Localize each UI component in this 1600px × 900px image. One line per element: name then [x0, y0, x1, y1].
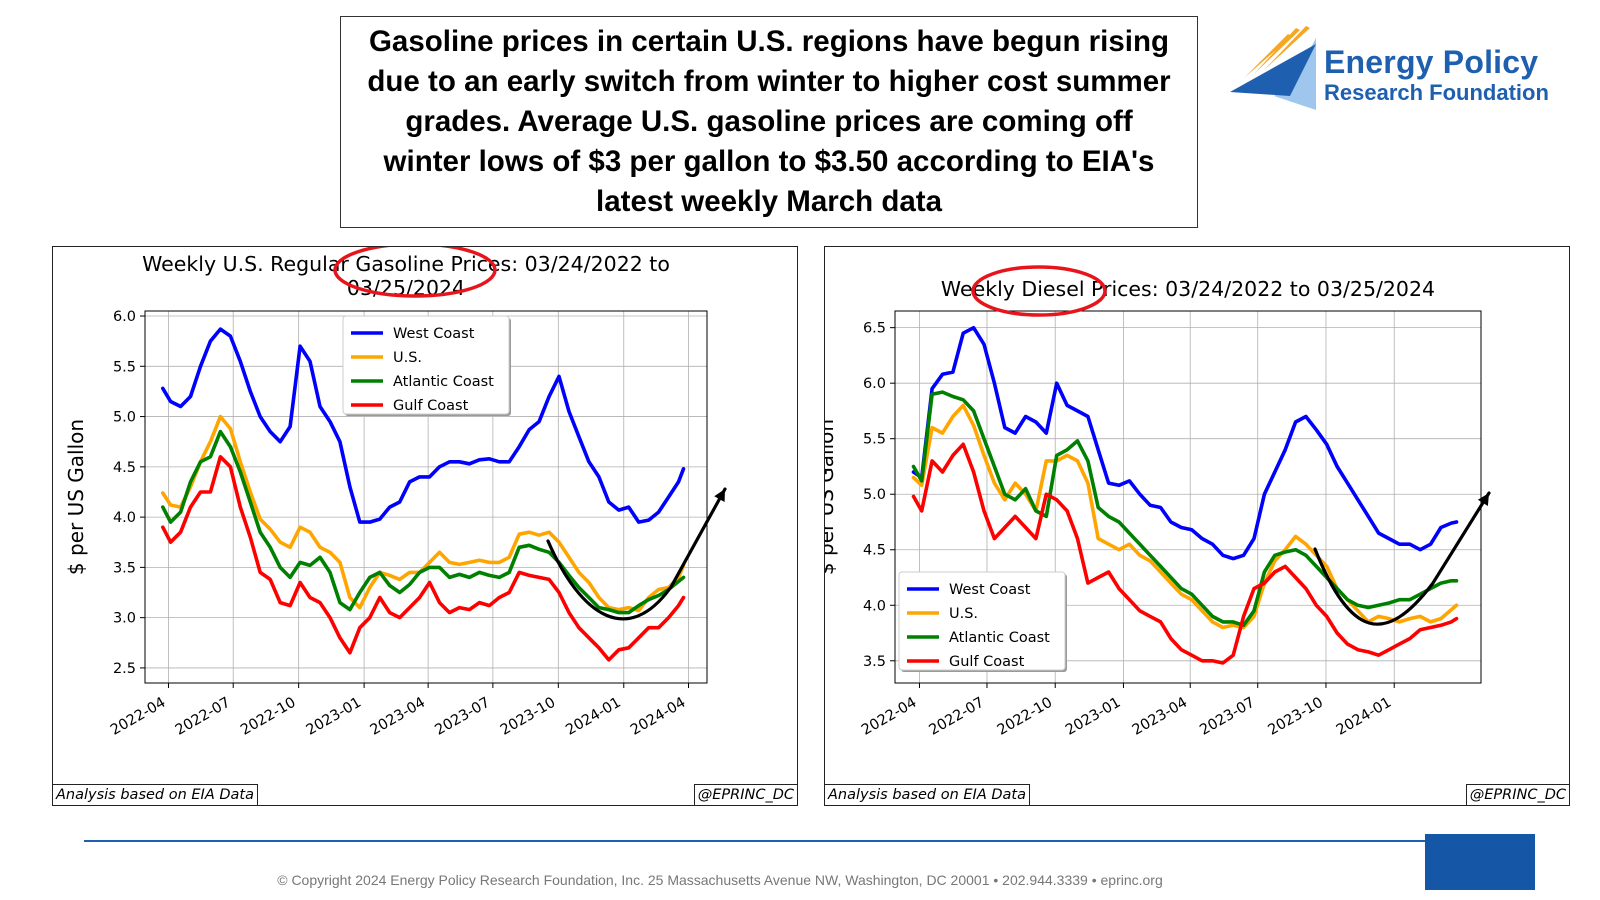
chart-title: Weekly U.S. Regular Gasoline Prices: 03/…	[142, 252, 670, 276]
source-note: Analysis based on EIA Data	[825, 784, 1030, 805]
trend-arrow	[1313, 491, 1491, 626]
headline-text: Gasoline prices in certain U.S. regions …	[367, 25, 1171, 218]
legend-label: Gulf Coast	[949, 654, 1025, 670]
y-tick-label: 3.5	[863, 654, 886, 670]
highlight-ellipse	[971, 265, 1107, 317]
y-tick-label: 5.0	[113, 410, 136, 426]
chart-title: Weekly Diesel Prices: 03/24/2022 to 03/2…	[941, 277, 1435, 301]
y-tick-label: 5.5	[113, 359, 136, 375]
series-line-west-coast	[161, 327, 686, 524]
x-tick-label: 2023-04	[368, 695, 428, 739]
x-tick-label: 2023-07	[1197, 695, 1257, 739]
y-tick-label: 6.5	[863, 321, 886, 337]
x-tick-label: 2022-04	[108, 695, 168, 739]
series-line-u-s-	[911, 403, 1459, 630]
y-axis-label: $ per US Gallon	[64, 419, 88, 575]
series-line-gulf-coast	[161, 455, 686, 662]
logo-line2: Research Foundation	[1324, 80, 1549, 105]
series-line-u-s-	[161, 414, 686, 613]
legend-box	[342, 315, 510, 415]
legend: West Coast U.S. Atlantic Coast Gulf Coast	[342, 315, 511, 416]
y-tick-label: 2.5	[113, 661, 136, 677]
y-tick-label: 5.0	[863, 487, 886, 503]
y-tick-label: 4.0	[863, 598, 886, 614]
x-tick-label: 2023-04	[1130, 695, 1190, 739]
headline-box: Gasoline prices in certain U.S. regions …	[340, 16, 1198, 228]
x-tick-label: 2024-01	[1334, 695, 1394, 739]
plot-frame	[894, 310, 1482, 684]
trend-curve	[1313, 491, 1491, 626]
handle-note: @EPRINC_DC	[1465, 784, 1569, 805]
footer-brand-box	[1425, 834, 1535, 890]
y-tick-label: 6.0	[113, 309, 136, 325]
legend-label: West Coast	[949, 582, 1031, 598]
series-line-west-coast	[911, 325, 1459, 561]
y-tick-label: 5.5	[863, 432, 886, 448]
x-tick-label: 2022-07	[173, 695, 233, 739]
grid	[145, 311, 707, 683]
y-tick-label: 3.5	[113, 560, 136, 576]
highlight-ellipse	[333, 247, 497, 298]
legend-label: Gulf Coast	[393, 398, 469, 414]
series-line-atlantic-coast	[911, 390, 1459, 628]
legend-box	[898, 571, 1066, 671]
legend-label: West Coast	[393, 326, 475, 342]
logo-mark-icon	[1230, 26, 1316, 110]
x-tick-label: 2024-01	[563, 695, 623, 739]
y-axis-label: $ per US Gallon	[825, 419, 838, 575]
trend-arrow	[546, 487, 727, 621]
footer-rule	[84, 840, 1432, 842]
y-tick-label: 4.5	[113, 460, 136, 476]
gasoline-chart-panel: 2.5 3.0 3.5 4.0 4.5 5.0 5.5 6.0 2022-04 2022-07 20…	[52, 246, 798, 806]
diesel-chart: 3.5 4.0 4.5 5.0 5.5 6.0 6.5 2022-04 2022-07 2022-…	[825, 265, 1491, 739]
x-tick-label: 2023-10	[498, 695, 558, 739]
legend-label: Atlantic Coast	[949, 630, 1050, 646]
y-tick-label: 6.0	[863, 376, 886, 392]
y-tick-label: 4.5	[863, 543, 886, 559]
x-tick-label: 2022-07	[927, 695, 987, 739]
legend-label: U.S.	[393, 350, 422, 366]
footer-copyright: © Copyright 2024 Energy Policy Research …	[277, 872, 1163, 888]
series-line-gulf-coast	[911, 442, 1459, 665]
handle-note: @EPRINC_DC	[693, 784, 797, 805]
x-tick-label: 2023-01	[304, 695, 364, 739]
trend-curve	[546, 487, 727, 621]
x-tick-label: 2023-10	[1265, 695, 1325, 739]
x-tick-label: 2022-10	[238, 695, 298, 739]
legend: West Coast U.S. Atlantic Coast Gulf Coast	[898, 571, 1067, 672]
logo: Energy Policy Research Foundation	[1230, 26, 1580, 114]
legend-label: Atlantic Coast	[393, 374, 494, 390]
x-tick-label: 2023-01	[1063, 695, 1123, 739]
y-tick-label: 3.0	[113, 611, 136, 627]
x-tick-label: 2023-07	[432, 695, 492, 739]
source-note: Analysis based on EIA Data	[53, 784, 258, 805]
x-tick-label: 2024-04	[628, 695, 688, 739]
series-line-atlantic-coast	[161, 429, 686, 615]
legend-label: U.S.	[949, 606, 978, 622]
x-tick-label: 2022-10	[995, 695, 1055, 739]
x-tick-label: 2022-04	[859, 695, 919, 739]
y-tick-label: 4.0	[113, 510, 136, 526]
trend-arrowhead	[1477, 493, 1489, 506]
logo-line1: Energy Policy	[1324, 44, 1539, 80]
trend-arrowhead	[714, 489, 725, 502]
diesel-chart-panel: 3.5 4.0 4.5 5.0 5.5 6.0 6.5 2022-04 2022-07 2022-…	[824, 246, 1570, 806]
plot-frame	[144, 310, 708, 684]
